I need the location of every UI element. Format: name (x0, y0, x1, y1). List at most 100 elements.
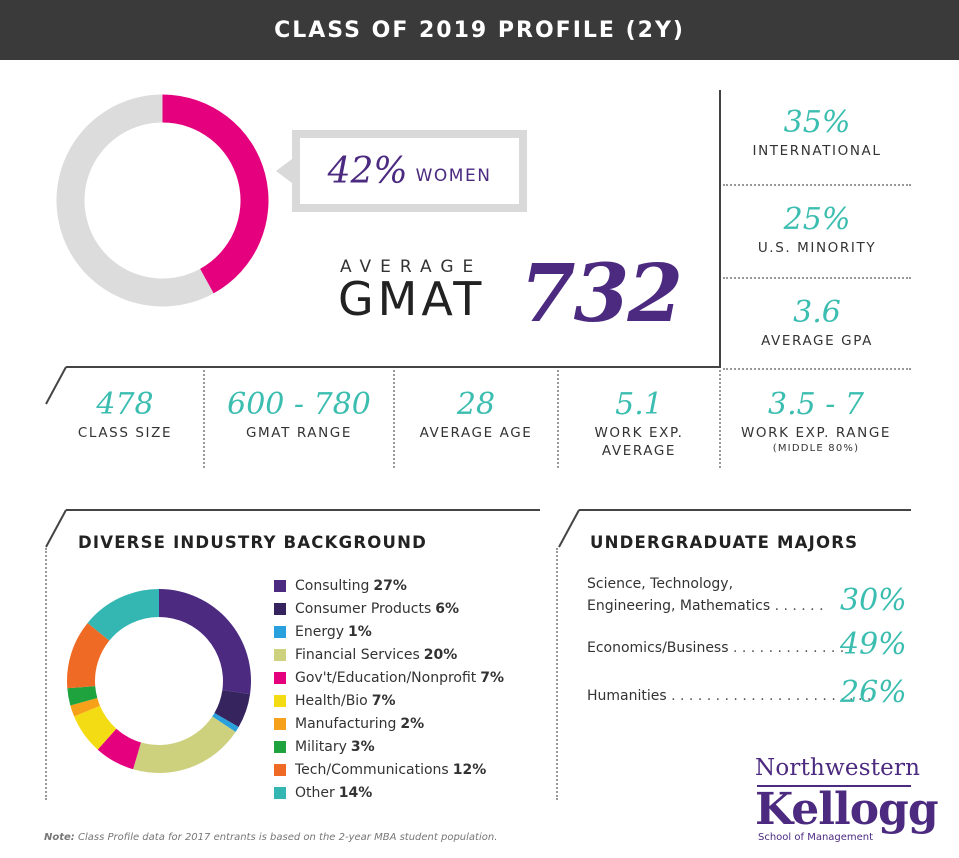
legend-swatch (274, 694, 286, 707)
legend-label: Military (295, 738, 347, 755)
stat-work-exp-average: 5.1 WORK EXP. AVERAGE (559, 388, 719, 460)
industry-slice-military (67, 686, 98, 706)
legend-item: Gov't/Education/Nonprofit 7% (274, 666, 504, 689)
stat-value: 5.1 (615, 387, 663, 422)
industry-slice-other (87, 589, 159, 641)
legend-value: 20% (423, 646, 458, 663)
stat-gmat-range: 600 - 780 GMAT RANGE (205, 388, 393, 443)
stat-value: 3.5 - 7 (767, 387, 864, 422)
dotted-divider (203, 370, 205, 468)
legend-item: Energy 1% (274, 620, 504, 643)
legend-swatch (274, 671, 286, 684)
stat-label: AVERAGE AGE (419, 425, 533, 441)
divider-horizontal (66, 366, 721, 368)
gmat-average-label: AVERAGE (340, 257, 483, 277)
major-label: Economics/Business (587, 640, 729, 656)
legend-item: Manufacturing 2% (274, 712, 504, 735)
industry-slice-gov-t-education-nonprofit (97, 728, 141, 770)
major-item-stem: Science, Technology, Engineering, Mathem… (587, 573, 824, 617)
women-percent: 42% (327, 150, 408, 192)
legend-item: Other 14% (274, 781, 504, 804)
industry-slice-manufacturing (70, 698, 100, 717)
legend-item: Consulting 27% (274, 574, 504, 597)
major-percent: 49% (840, 627, 907, 662)
legend-item: Financial Services 20% (274, 643, 504, 666)
page-title: CLASS OF 2019 PROFILE (2Y) (274, 17, 685, 43)
major-label: Science, Technology, (587, 576, 734, 592)
legend-label: Consumer Products (295, 600, 432, 617)
callout-pointer (276, 156, 296, 186)
stat-label: GMAT RANGE (246, 425, 352, 441)
stat-class-size: 478 CLASS SIZE (50, 388, 200, 443)
legend-value: 7% (371, 692, 396, 709)
legend-swatch (274, 602, 286, 615)
section-rule (66, 509, 540, 511)
stat-label: WORK EXP. RANGE (740, 425, 892, 441)
industry-legend: Consulting 27% Consumer Products 6% Energy 1%… (274, 574, 504, 804)
legend-label: Health/Bio (295, 692, 368, 709)
legend-swatch (274, 648, 286, 661)
major-leader-dots: . . . . . . . . . . . . . . . . . . . . … (666, 688, 872, 704)
stat-label: AVERAGE GPA (761, 333, 873, 349)
dotted-divider (556, 548, 558, 800)
stat-label: CLASS SIZE (77, 425, 173, 441)
stat-sub-note: (MIDDLE 80%) (772, 442, 860, 454)
women-donut-chart (56, 94, 269, 307)
legend-label: Tech/Communications (295, 761, 449, 778)
major-percent: 30% (840, 583, 907, 618)
industry-title: DIVERSE INDUSTRY BACKGROUND (78, 533, 427, 552)
legend-value: 3% (350, 738, 375, 755)
industry-slice-financial-services (133, 716, 236, 773)
legend-swatch (274, 717, 286, 730)
stat-label: U.S. MINORITY (757, 240, 877, 256)
stat-international: 35% INTERNATIONAL (723, 106, 911, 161)
legend-item: Health/Bio 7% (274, 689, 504, 712)
major-label: Humanities (587, 688, 667, 704)
industry-slice-consumer-products (214, 690, 251, 727)
dotted-divider (723, 368, 911, 370)
legend-swatch (274, 786, 286, 799)
legend-label: Consulting (295, 577, 370, 594)
legend-value: 1% (348, 623, 372, 640)
dotted-divider (393, 370, 395, 468)
stat-value: 600 - 780 (227, 387, 371, 422)
legend-swatch (274, 579, 286, 592)
logo-kellogg: Kellogg (755, 784, 939, 835)
dotted-divider (723, 184, 911, 186)
industry-slice-health-bio (74, 705, 117, 750)
footnote-text: Class Profile data for 2017 entrants is … (74, 832, 498, 843)
dotted-divider (45, 548, 47, 800)
major-item-economics: Economics/Business . . . . . . . . . . .… (587, 640, 853, 656)
women-label: WOMEN (415, 166, 492, 186)
legend-item: Military 3% (274, 735, 504, 758)
dotted-divider (723, 277, 911, 279)
major-leader-dots: . . . . . . . . . . . . . . (728, 640, 854, 656)
stat-label-line2: AVERAGE (601, 442, 677, 459)
divider-vertical (719, 90, 721, 368)
major-label: Engineering, Mathematics (587, 598, 771, 614)
legend-item: Consumer Products 6% (274, 597, 504, 620)
stat-value: 25% (783, 202, 851, 237)
industry-slice-energy (212, 713, 239, 732)
footnote: Note: Class Profile data for 2017 entran… (44, 832, 497, 843)
industry-donut-chart (67, 589, 251, 773)
stat-average-age: 28 AVERAGE AGE (395, 388, 557, 443)
logo-school-of-management: School of Management (758, 832, 874, 843)
stat-value: 3.6 (793, 295, 841, 330)
legend-value: 2% (400, 715, 425, 732)
legend-label: Energy (295, 623, 345, 640)
legend-swatch (274, 625, 286, 638)
footnote-label: Note: (44, 832, 75, 843)
section-slant (558, 509, 580, 548)
legend-label: Other (295, 784, 335, 801)
gmat-word: GMAT (338, 272, 486, 326)
stat-label: WORK EXP. (594, 425, 684, 441)
page-header: CLASS OF 2019 PROFILE (2Y) (0, 0, 959, 60)
dotted-divider (557, 370, 559, 468)
logo-rule (757, 785, 911, 787)
stat-work-exp-range: 3.5 - 7 WORK EXP. RANGE (MIDDLE 80%) (721, 388, 911, 454)
women-slice-women (162, 94, 269, 294)
section-rule (579, 509, 911, 511)
major-leader-dots: . . . . . . (770, 598, 824, 614)
dotted-divider (719, 370, 721, 468)
